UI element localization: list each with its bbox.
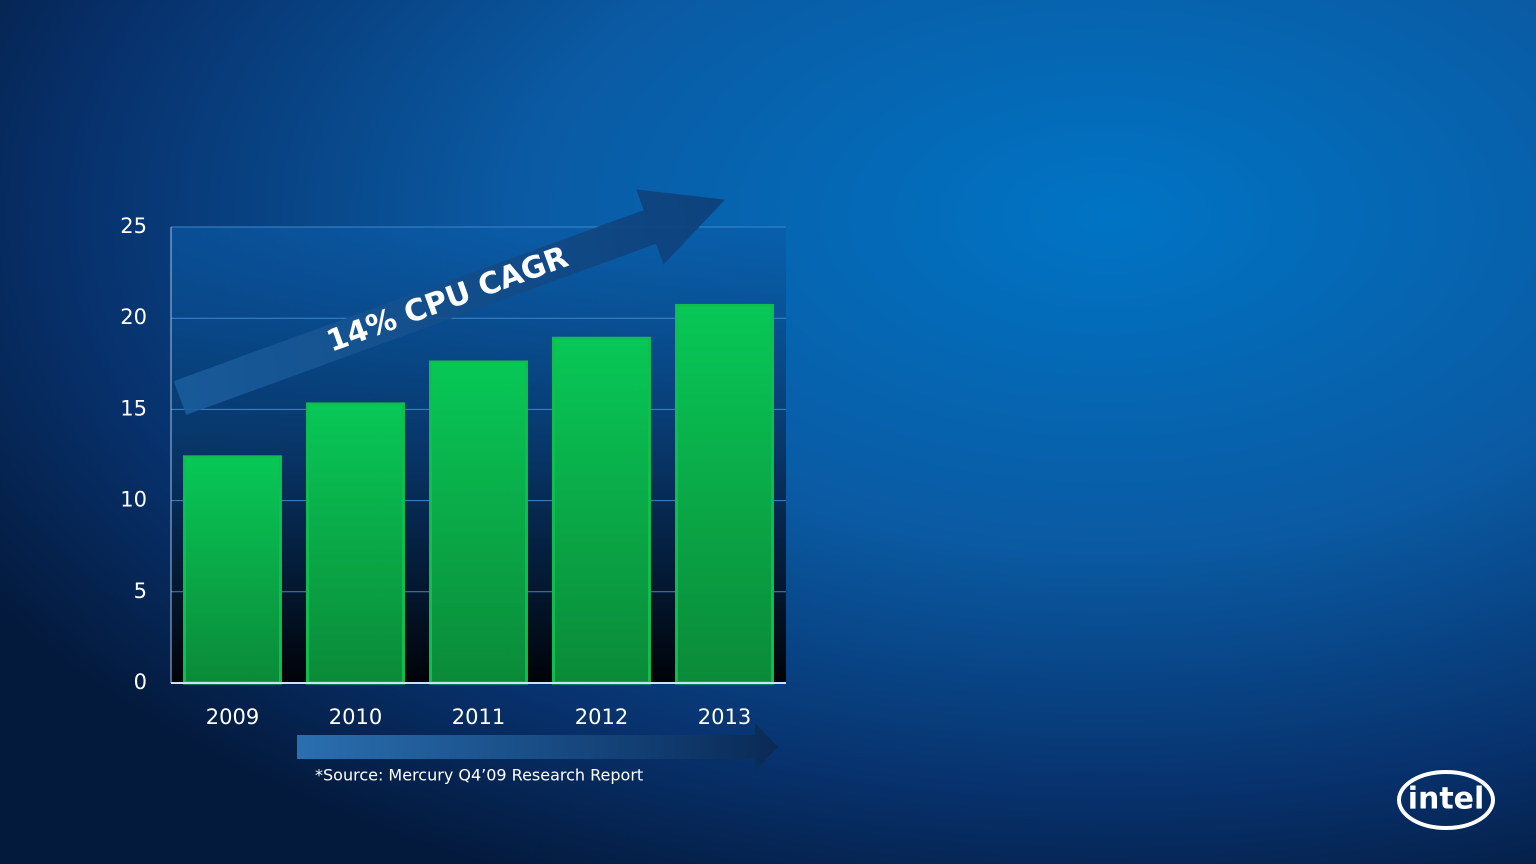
y-tick-label: 25 <box>120 214 147 238</box>
y-tick-label: 15 <box>120 396 147 420</box>
bar <box>675 303 774 685</box>
x-tick-label: 2010 <box>329 705 382 729</box>
y-tick-label: 20 <box>120 305 147 329</box>
bar <box>306 402 405 685</box>
logo: intel <box>1397 770 1495 830</box>
timeline-arrow <box>297 723 778 771</box>
x-tick-label: 2013 <box>698 705 751 729</box>
logo-swoosh <box>1397 770 1495 830</box>
bars <box>183 303 774 685</box>
bar <box>183 455 282 685</box>
x-tick-label: 2011 <box>452 705 505 729</box>
bar <box>429 360 528 685</box>
x-tick-label: 2012 <box>575 705 628 729</box>
arrow-shape <box>173 189 726 415</box>
source-note: *Source: Mercury Q4’09 Research Report <box>315 766 643 785</box>
x-tick-label: 2009 <box>206 705 259 729</box>
y-tick-label: 5 <box>134 579 147 603</box>
y-tick-label: 0 <box>134 670 147 694</box>
logo-text: intel <box>1408 782 1485 817</box>
bar <box>552 336 651 685</box>
y-tick-label: 10 <box>120 488 147 512</box>
